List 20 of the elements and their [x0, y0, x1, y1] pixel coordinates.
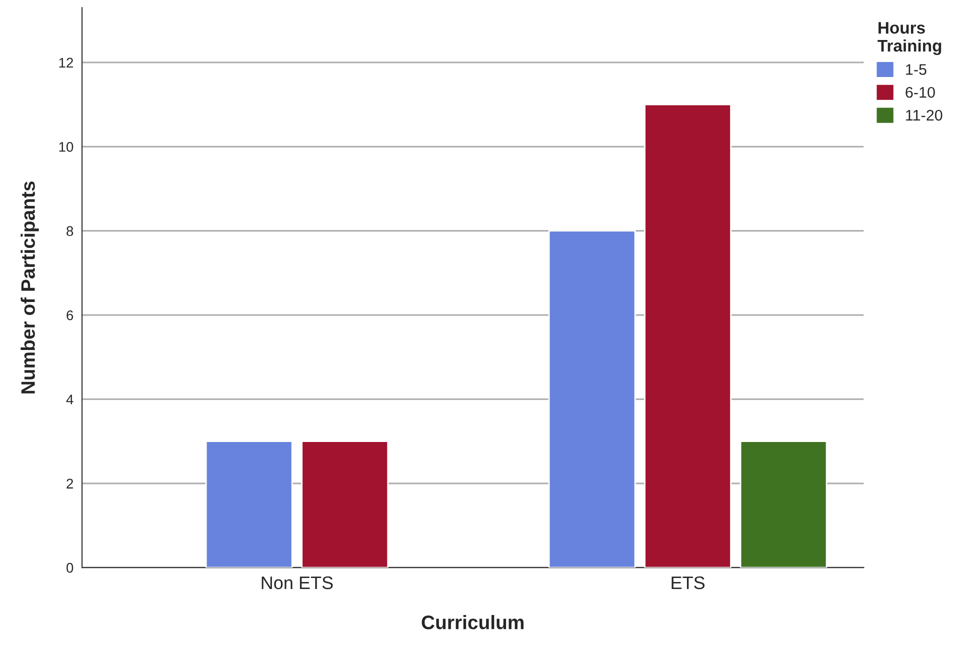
- bar: [548, 230, 636, 568]
- x-tick-label: Non ETS: [262, 576, 333, 590]
- y-tick-label: 12: [59, 58, 73, 68]
- legend-label: 11-20: [906, 110, 942, 121]
- legend-label: 1-5: [906, 64, 926, 75]
- bar: [740, 440, 828, 568]
- legend-title: Hours Training: [878, 22, 942, 56]
- x-tick-label: ETS: [672, 576, 705, 590]
- bar: [205, 440, 293, 568]
- y-tick-label: 8: [66, 226, 74, 236]
- y-tick-label: 4: [66, 394, 74, 404]
- bar: [301, 440, 389, 568]
- bar: [644, 104, 732, 568]
- y-tick-label: 0: [66, 562, 74, 573]
- y-tick-label: 2: [66, 478, 73, 488]
- y-tick-label: 6: [66, 310, 74, 320]
- x-axis-title: Curriculum: [422, 614, 524, 630]
- y-axis-title: Number of Participants: [20, 182, 39, 394]
- legend-label: 6-10: [906, 86, 935, 98]
- y-tick-label: 10: [59, 142, 74, 152]
